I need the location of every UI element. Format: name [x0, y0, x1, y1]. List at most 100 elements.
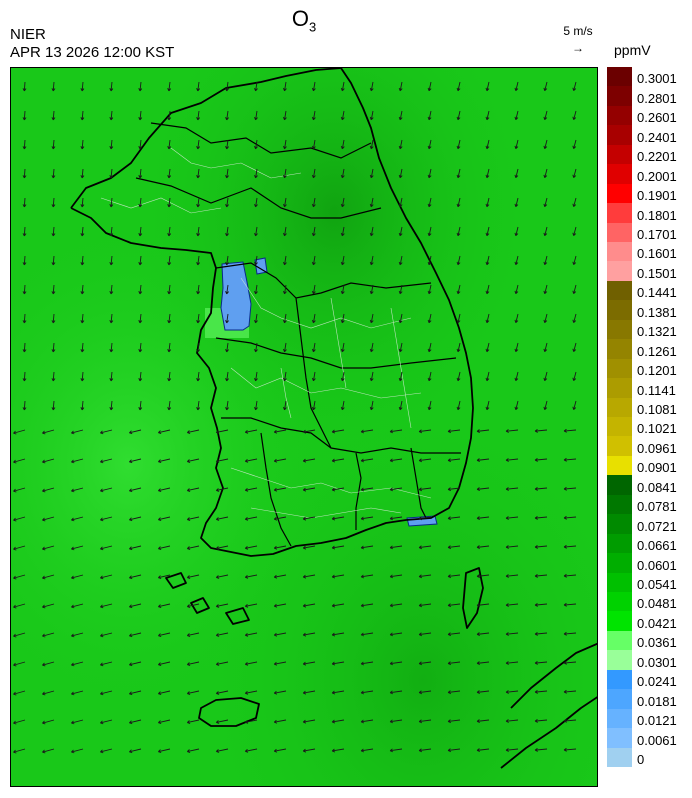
wind-arrow: [244, 748, 258, 753]
wind-arrow: [109, 168, 114, 179]
legend-label: 0.2601: [637, 110, 677, 126]
wind-arrow: [71, 516, 84, 522]
legend-label: 0.0121: [637, 713, 677, 729]
wind-arrow: [100, 574, 113, 580]
wind-arrow: [447, 458, 461, 463]
wind-arrow: [167, 197, 172, 208]
wind-arrow: [254, 197, 258, 208]
wind-arrow: [42, 429, 55, 435]
legend-swatch: [607, 611, 632, 632]
wind-arrow: [167, 371, 172, 382]
wind-arrow: [71, 458, 84, 464]
wind-arrow: [514, 400, 519, 411]
wind-arrow: [456, 313, 461, 324]
wind-arrow: [42, 487, 55, 493]
legend-label: 0.0421: [637, 615, 677, 631]
legend-swatch: [607, 728, 632, 749]
wind-arrow: [514, 313, 519, 324]
wind-arrow: [129, 574, 142, 580]
wind-arrow: [534, 602, 548, 607]
wind-arrow: [398, 400, 403, 411]
wind-arrow: [273, 632, 287, 637]
wind-arrow: [109, 284, 114, 295]
wind-arrow: [369, 313, 374, 324]
legend-swatch: [607, 144, 632, 165]
wind-arrow: [505, 574, 519, 578]
wind-arrow: [100, 458, 113, 464]
wind-arrow: [100, 632, 113, 638]
wind-arrow: [534, 457, 548, 462]
wind-arrow: [109, 197, 114, 208]
legend-swatch: [607, 125, 632, 146]
wind-arrow: [273, 690, 287, 695]
wind-arrow: [563, 428, 577, 433]
wind-arrow: [196, 197, 201, 208]
wind-arrow: [476, 487, 490, 492]
wind-arrow: [186, 574, 200, 579]
wind-arrow: [186, 458, 200, 463]
wind-arrow: [225, 313, 229, 324]
wind-arrow: [244, 487, 258, 492]
wind-arrow: [80, 81, 85, 92]
wind-arrow: [514, 226, 519, 237]
wind-arrow: [543, 197, 548, 208]
wind-arrow: [563, 631, 577, 636]
wind-arrow: [167, 226, 172, 237]
wind-arrow: [331, 429, 345, 434]
legend-label: 0.1501: [637, 265, 677, 281]
wind-arrow: [369, 284, 374, 295]
wind-arrow: [225, 400, 229, 411]
wind-arrow: [418, 516, 432, 521]
wind-arrow: [42, 458, 55, 464]
wind-arrow: [311, 197, 316, 208]
wind-arrow: [273, 574, 287, 579]
wind-arrow: [340, 284, 345, 295]
wind-arrow: [447, 603, 461, 608]
wind-arrow: [311, 110, 316, 121]
wind-arrow: [456, 139, 461, 150]
unit-label: ppmV: [614, 42, 651, 58]
wind-arrow: [51, 371, 56, 382]
legend-label: 0.0661: [637, 538, 677, 554]
wind-arrow: [196, 81, 201, 92]
wind-arrow: [563, 486, 577, 491]
wind-arrow: [196, 139, 201, 150]
wind-arrow: [398, 139, 403, 150]
wind-arrow: [51, 139, 56, 150]
wind-arrow: [302, 719, 316, 724]
wind-arrow: [340, 226, 345, 237]
wind-arrow: [225, 168, 229, 179]
wind-arrow: [311, 81, 316, 92]
wind-arrow: [302, 516, 316, 521]
wind-arrow: [109, 81, 114, 92]
wind-arrow: [563, 718, 577, 723]
wind-arrow: [369, 197, 374, 208]
wind-arrow: [389, 545, 403, 550]
legend-label: 0.1901: [637, 188, 677, 204]
wind-arrow: [331, 603, 345, 608]
wind-arrow: [42, 632, 55, 638]
wind-arrow: [138, 139, 143, 150]
legend-label: 0.1141: [637, 382, 676, 398]
field-shade-south: [11, 68, 597, 786]
legend-label: 0.0061: [637, 732, 677, 748]
wind-arrow: [71, 603, 84, 609]
wind-arrow: [534, 718, 548, 723]
wind-arrow: [283, 197, 287, 208]
wind-arrow: [273, 458, 287, 463]
wind-arrow: [534, 486, 548, 491]
wind-arrow: [340, 342, 345, 353]
wind-arrow: [244, 574, 258, 579]
wind-arrow: [505, 719, 519, 723]
wind-arrow: [331, 574, 345, 579]
wind-arrow: [398, 197, 403, 208]
wind-arrow: [225, 342, 229, 353]
wind-arrow: [22, 342, 27, 353]
wind-arrow: [485, 197, 490, 208]
wind-arrow: [157, 429, 171, 435]
wind-arrow: [456, 197, 461, 208]
wind-arrow: [311, 400, 316, 411]
wind-arrow: [476, 458, 490, 463]
wind-arrow: [447, 690, 461, 695]
wind-arrow: [456, 284, 461, 295]
